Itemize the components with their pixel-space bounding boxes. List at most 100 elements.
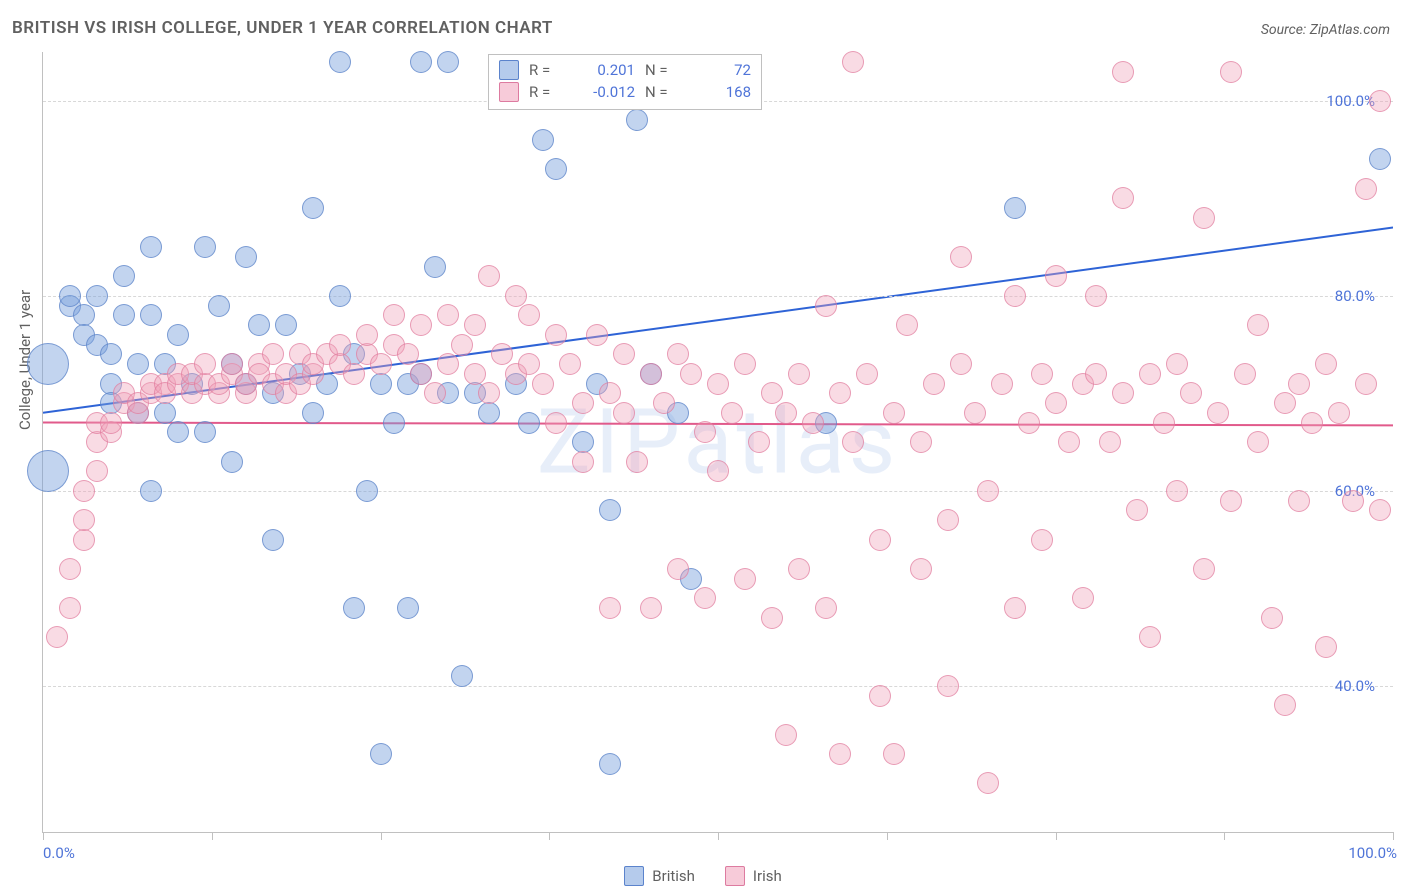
data-point: [1072, 587, 1094, 609]
data-point: [640, 597, 662, 619]
data-point: [302, 197, 324, 219]
data-point: [59, 597, 81, 619]
data-point: [221, 353, 243, 375]
data-point: [923, 373, 945, 395]
x-tick: [887, 832, 888, 840]
data-point: [1193, 558, 1215, 580]
data-point: [1139, 626, 1161, 648]
data-point: [1099, 431, 1121, 453]
data-point: [1153, 412, 1175, 434]
data-point: [883, 743, 905, 765]
data-point: [1288, 490, 1310, 512]
data-point: [491, 343, 513, 365]
swatch-irish-icon: [725, 866, 745, 886]
x-tick: [1056, 832, 1057, 840]
data-point: [829, 743, 851, 765]
data-point: [937, 509, 959, 531]
data-point: [1342, 490, 1364, 512]
data-point: [329, 334, 351, 356]
data-point: [329, 285, 351, 307]
data-point: [370, 353, 392, 375]
trend-line: [43, 423, 1393, 426]
data-point: [451, 665, 473, 687]
x-tick-label-end: 100.0%: [1348, 844, 1397, 862]
data-point: [775, 724, 797, 746]
data-point: [842, 51, 864, 73]
data-point: [140, 304, 162, 326]
x-tick-label-start: 0.0%: [43, 844, 75, 862]
data-point: [100, 343, 122, 365]
data-point: [275, 314, 297, 336]
data-point: [694, 421, 716, 443]
data-point: [100, 412, 122, 434]
data-point: [761, 382, 783, 404]
data-point: [518, 353, 540, 375]
legend-r-label: R =: [529, 83, 563, 101]
data-point: [1369, 90, 1391, 112]
data-point: [397, 597, 419, 619]
data-point: [167, 324, 189, 346]
data-point: [1261, 607, 1283, 629]
data-point: [775, 402, 797, 424]
data-point: [1031, 529, 1053, 551]
data-point: [1139, 363, 1161, 385]
data-point: [1355, 373, 1377, 395]
data-point: [1166, 353, 1188, 375]
data-point: [707, 373, 729, 395]
data-point: [464, 314, 486, 336]
data-point: [856, 363, 878, 385]
legend-r-british: 0.201: [573, 61, 635, 79]
data-point: [73, 509, 95, 531]
data-point: [1085, 363, 1107, 385]
data-point: [1085, 285, 1107, 307]
data-point: [113, 265, 135, 287]
data-point: [194, 236, 216, 258]
data-point: [437, 51, 459, 73]
data-point: [950, 246, 972, 268]
data-point: [329, 51, 351, 73]
data-point: [748, 431, 770, 453]
data-point: [545, 412, 567, 434]
data-point: [262, 529, 284, 551]
data-point: [599, 382, 621, 404]
data-point: [410, 363, 432, 385]
data-point: [343, 597, 365, 619]
data-point: [343, 363, 365, 385]
trend-lines: [43, 52, 1393, 832]
data-point: [397, 343, 419, 365]
legend-n-british: 72: [689, 61, 751, 79]
data-point: [127, 353, 149, 375]
data-point: [869, 685, 891, 707]
data-point: [896, 314, 918, 336]
legend-n-label: N =: [645, 83, 679, 101]
data-point: [235, 246, 257, 268]
data-point: [1045, 392, 1067, 414]
data-point: [1234, 363, 1256, 385]
data-point: [370, 373, 392, 395]
data-point: [815, 295, 837, 317]
data-point: [154, 402, 176, 424]
data-point: [464, 363, 486, 385]
data-point: [977, 772, 999, 794]
data-point: [383, 304, 405, 326]
data-point: [1004, 597, 1026, 619]
data-point: [707, 460, 729, 482]
data-point: [140, 480, 162, 502]
data-point: [86, 285, 108, 307]
data-point: [559, 353, 581, 375]
data-point: [1315, 636, 1337, 658]
data-point: [1247, 314, 1269, 336]
data-point: [1315, 353, 1337, 375]
data-point: [532, 129, 554, 151]
data-point: [518, 304, 540, 326]
data-point: [302, 402, 324, 424]
data-point: [883, 402, 905, 424]
data-point: [829, 382, 851, 404]
data-point: [1369, 148, 1391, 170]
data-point: [680, 363, 702, 385]
data-point: [505, 285, 527, 307]
plot-area: ZIPatlas 40.0%60.0%80.0%100.0%0.0%100.0%: [42, 52, 1393, 833]
data-point: [599, 753, 621, 775]
data-point: [1193, 207, 1215, 229]
legend-correlation: R = 0.201 N = 72 R = -0.012 N = 168: [488, 54, 762, 110]
